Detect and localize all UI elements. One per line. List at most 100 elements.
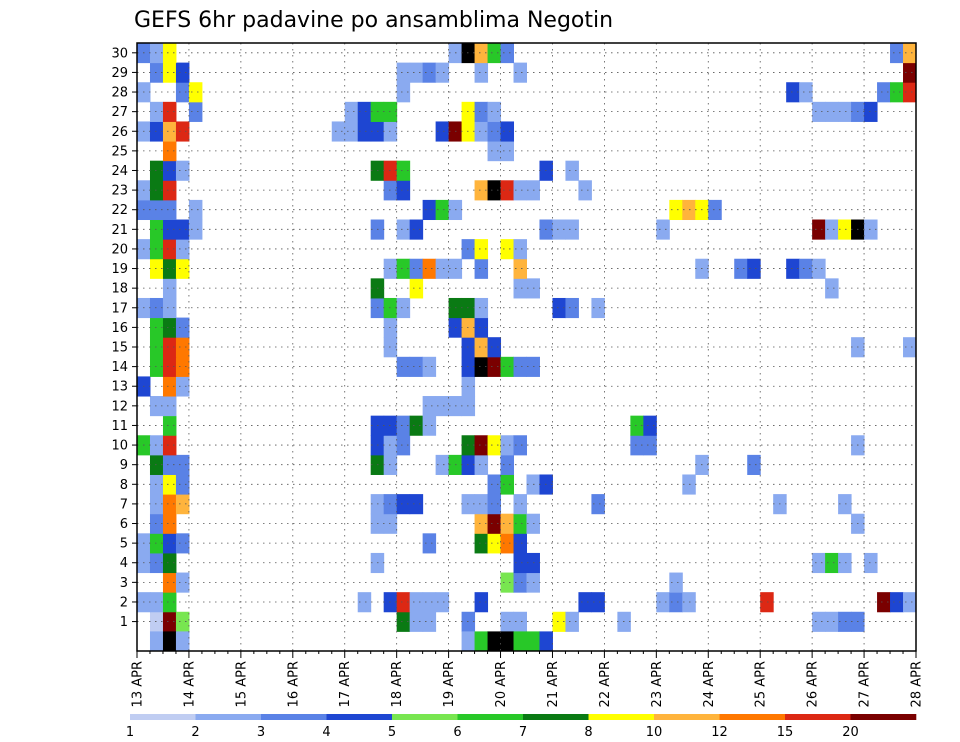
legend-label: 1 — [126, 725, 134, 740]
heatmap-cell — [474, 592, 489, 613]
heatmap-cell — [435, 62, 450, 83]
y-tick-label: 16 — [111, 321, 128, 336]
heatmap-cell — [825, 611, 839, 632]
heatmap-cell — [175, 258, 190, 279]
heatmap-cell — [162, 415, 177, 436]
heatmap-cell — [487, 180, 502, 201]
heatmap-cell — [175, 62, 190, 83]
heatmap-cell — [669, 199, 683, 221]
heatmap-cell — [513, 180, 527, 201]
heatmap-cell — [474, 43, 489, 64]
heatmap-cell — [149, 219, 164, 240]
heatmap-cell — [175, 572, 190, 593]
heatmap-cell — [513, 513, 527, 534]
heatmap-cell — [500, 43, 515, 64]
y-tick-label: 8 — [120, 478, 128, 493]
heatmap-cell — [877, 82, 891, 103]
heatmap-cell — [149, 494, 164, 515]
legend-swatch — [392, 714, 458, 720]
heatmap-cell — [591, 592, 605, 613]
heatmap-cell — [175, 454, 190, 475]
heatmap-cell — [812, 258, 826, 279]
heatmap-cell — [162, 317, 177, 338]
heatmap-cell — [175, 356, 190, 377]
heatmap-cell — [487, 513, 502, 534]
heatmap-cell — [175, 376, 190, 397]
heatmap-cell — [500, 141, 515, 162]
heatmap-cell — [578, 592, 592, 613]
heatmap-cell — [149, 356, 164, 377]
heatmap-cell — [162, 297, 177, 319]
y-tick-label: 30 — [111, 46, 128, 61]
heatmap-cell — [487, 631, 502, 652]
heatmap-cell — [422, 258, 437, 279]
heatmap-cell — [487, 121, 502, 142]
heatmap-cell — [565, 219, 579, 240]
legend-swatch — [195, 714, 262, 720]
legend-label: 2 — [191, 725, 199, 740]
heatmap-cell — [409, 62, 424, 83]
heatmap-cell — [838, 494, 852, 515]
heatmap-cell — [474, 101, 489, 122]
heatmap-cell — [474, 631, 489, 652]
heatmap-cell — [487, 43, 502, 64]
legend-swatch — [326, 714, 393, 720]
legend-swatch — [850, 714, 917, 720]
legend-swatch — [588, 714, 655, 720]
y-tick-label: 7 — [120, 497, 128, 512]
legend-swatch — [654, 714, 720, 720]
heatmap-cell — [903, 592, 917, 613]
legend-label: 8 — [584, 725, 592, 740]
y-tick-label: 29 — [111, 66, 128, 81]
heatmap-cell — [396, 180, 411, 201]
heatmap-cell — [149, 239, 164, 260]
heatmap-cell — [396, 82, 411, 103]
y-tick-label: 28 — [111, 86, 128, 101]
heatmap-cell — [565, 160, 579, 181]
y-tick-label: 18 — [111, 282, 128, 297]
heatmap-cell — [396, 160, 411, 181]
heatmap-cell — [149, 43, 164, 64]
heatmap-cell — [903, 337, 917, 358]
heatmap-cell — [500, 474, 515, 495]
x-tick-label: 26 APR — [806, 661, 821, 707]
heatmap-cell — [825, 101, 839, 122]
x-tick-label: 20 APR — [494, 661, 509, 707]
legend-swatch — [719, 714, 786, 720]
heatmap-cell — [474, 356, 489, 377]
heatmap-cell — [162, 494, 177, 515]
x-tick-label: 24 APR — [702, 661, 717, 707]
legend-swatch — [785, 714, 851, 720]
heatmap-cell — [396, 258, 411, 279]
y-tick-label: 15 — [111, 341, 128, 356]
heatmap-cell — [474, 494, 489, 515]
heatmap-cell — [396, 415, 411, 436]
heatmap-cell — [513, 572, 527, 593]
heatmap-cell — [149, 101, 164, 122]
heatmap-cell — [487, 533, 502, 554]
heatmap-cell — [149, 474, 164, 495]
heatmap-cell — [344, 101, 359, 122]
heatmap-cell — [162, 101, 177, 122]
heatmap-cell — [643, 435, 657, 456]
heatmap-cell — [565, 297, 579, 319]
heatmap-cell — [903, 62, 917, 83]
heatmap-cell — [188, 219, 203, 240]
heatmap-cell — [825, 278, 839, 299]
grid-lines — [137, 43, 916, 651]
heatmap-cell — [487, 494, 502, 515]
heatmap-cell — [162, 474, 177, 495]
heatmap-cell — [162, 160, 177, 181]
heatmap-cell — [812, 611, 826, 632]
y-tick-label: 13 — [111, 380, 128, 395]
heatmap-cell — [149, 297, 164, 319]
heatmap-cell — [474, 62, 489, 83]
heatmap-cell — [487, 101, 502, 122]
heatmap-cell — [175, 160, 190, 181]
heatmap-cell — [149, 533, 164, 554]
heatmap-cell — [500, 239, 515, 260]
heatmap-cell — [500, 121, 515, 142]
heatmap-cell — [435, 454, 450, 475]
y-tick-label: 14 — [111, 360, 128, 375]
